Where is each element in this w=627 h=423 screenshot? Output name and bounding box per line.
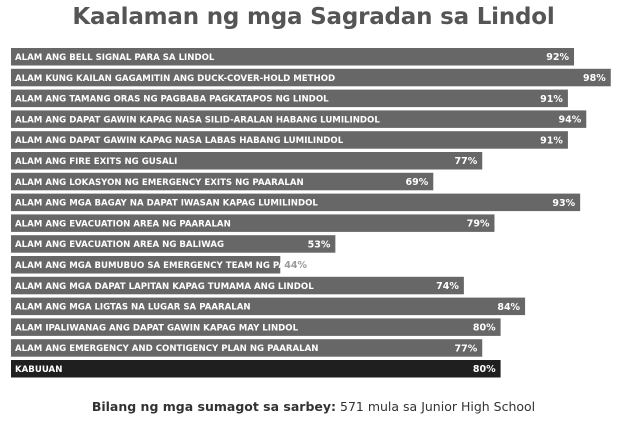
bar-category-label: ALAM ANG FIRE EXITS NG GUSALI <box>15 157 177 167</box>
bar <box>11 297 526 316</box>
bar-value-label: 69% <box>406 177 429 188</box>
bar-chart: ALAM ANG BELL SIGNAL PARA SA LINDOL 92% AL… <box>11 48 611 378</box>
bar-category-label: KABUUAN <box>15 365 62 375</box>
bar-category-label: ALAM ANG MGA DAPAT LAPITAN KAPAG TUMAMA … <box>15 282 314 292</box>
bar <box>11 172 434 191</box>
bar-total <box>11 360 501 378</box>
bar-category-label: ALAM KUNG KAILAN GAGAMITIN ANG DUCK-COVE… <box>15 74 335 84</box>
bar-category-label: ALAM IPALIWANAG ANG DAPAT GAWIN KAPAG MA… <box>15 323 299 333</box>
bar-category-label: ALAM ANG DAPAT GAWIN KAPAG NASA SILID-AR… <box>15 115 380 125</box>
bar <box>11 110 587 128</box>
bar-category-label: ALAM ANG EVACUATION AREA NG BALIWAG <box>15 240 224 250</box>
bar-value-label: 84% <box>497 302 520 313</box>
bar-value-label: 79% <box>467 219 490 230</box>
bar <box>11 131 568 149</box>
bar <box>11 89 568 108</box>
bar-value-label: 91% <box>540 94 563 105</box>
bar-value-label: 93% <box>552 198 575 209</box>
bar <box>11 193 581 212</box>
bar-value-label: 74% <box>436 281 459 292</box>
bar-value-label: 44% <box>284 260 307 271</box>
bar <box>11 235 336 253</box>
bar <box>11 256 281 274</box>
bar-value-label: 98% <box>583 73 606 84</box>
bar <box>11 48 575 66</box>
bar-value-label: 91% <box>540 135 563 146</box>
bar-category-label: ALAM ANG LOKASYON NG EMERGENCY EXITS NG … <box>15 178 304 188</box>
bar-value-label: 53% <box>308 239 331 250</box>
bar-category-label: ALAM ANG TAMANG ORAS NG PAGBABA PAGKATAP… <box>15 95 329 105</box>
bar-value-label: 77% <box>454 343 477 354</box>
bar-value-label: 92% <box>546 52 569 63</box>
bar <box>11 339 483 357</box>
bar <box>11 152 483 170</box>
bar-category-label: ALAM ANG DAPAT GAWIN KAPAG NASA LABAS HA… <box>15 136 344 146</box>
bar <box>11 214 495 232</box>
bar-category-label: ALAM ANG MGA BUMUBUO SA EMERGENCY TEAM N… <box>15 261 324 271</box>
chart-title: Kaalaman ng mga Sagradan sa Lindol <box>72 4 555 30</box>
bar <box>11 276 464 295</box>
bar-category-label: ALAM ANG MGA BAGAY NA DAPAT IWASAN KAPAG… <box>15 199 318 209</box>
bar-category-label: ALAM ANG EVACUATION AREA NG PAARALAN <box>15 219 231 229</box>
bar-category-label: ALAM ANG MGA LIGTAS NA LUGAR SA PAARALAN <box>15 303 251 313</box>
bar <box>11 318 501 336</box>
footnote-text: 571 mula sa Junior High School <box>336 399 536 414</box>
bar-value-label: 77% <box>454 156 477 167</box>
bar-category-label: ALAM ANG EMERGENCY AND CONTIGENCY PLAN N… <box>15 344 318 354</box>
footnote-label: Bilang ng mga sumagot sa sarbey: <box>91 399 337 414</box>
bar-value-label: 80% <box>473 323 496 334</box>
footnote: Bilang ng mga sumagot sa sarbey: 571 mul… <box>0 399 627 414</box>
bar-category-label: ALAM ANG BELL SIGNAL PARA SA LINDOL <box>15 53 215 63</box>
bar-value-label: 80% <box>473 364 496 375</box>
bar <box>11 68 611 87</box>
bar-value-label: 94% <box>559 115 582 126</box>
